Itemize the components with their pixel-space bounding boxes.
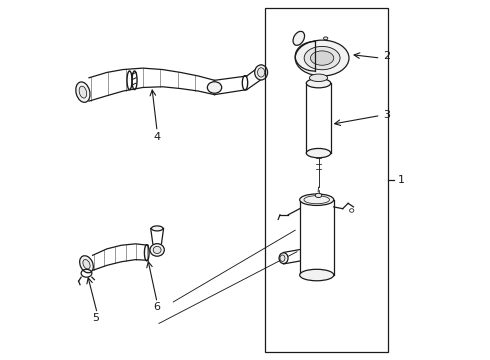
Ellipse shape (150, 244, 164, 256)
Ellipse shape (79, 86, 87, 98)
Text: 1: 1 (397, 175, 405, 185)
Text: 4: 4 (153, 132, 161, 142)
Ellipse shape (309, 74, 328, 81)
Ellipse shape (293, 31, 305, 45)
Ellipse shape (315, 193, 322, 198)
Bar (265, 8, 389, 352)
Ellipse shape (83, 260, 90, 269)
Ellipse shape (258, 68, 265, 77)
Ellipse shape (306, 78, 331, 88)
Ellipse shape (300, 194, 334, 206)
Ellipse shape (306, 148, 331, 158)
Ellipse shape (295, 40, 349, 76)
Ellipse shape (255, 65, 268, 80)
Text: 2: 2 (383, 51, 390, 61)
Text: 3: 3 (383, 111, 390, 121)
Ellipse shape (76, 82, 90, 102)
Ellipse shape (311, 51, 334, 65)
Ellipse shape (279, 253, 288, 264)
Ellipse shape (151, 226, 163, 231)
Text: 6: 6 (154, 302, 161, 312)
Text: 5: 5 (93, 313, 99, 323)
Ellipse shape (300, 269, 334, 281)
Ellipse shape (280, 255, 285, 261)
Ellipse shape (207, 82, 221, 93)
Ellipse shape (80, 256, 93, 273)
Ellipse shape (323, 37, 328, 40)
Ellipse shape (153, 246, 161, 253)
Ellipse shape (304, 46, 340, 70)
